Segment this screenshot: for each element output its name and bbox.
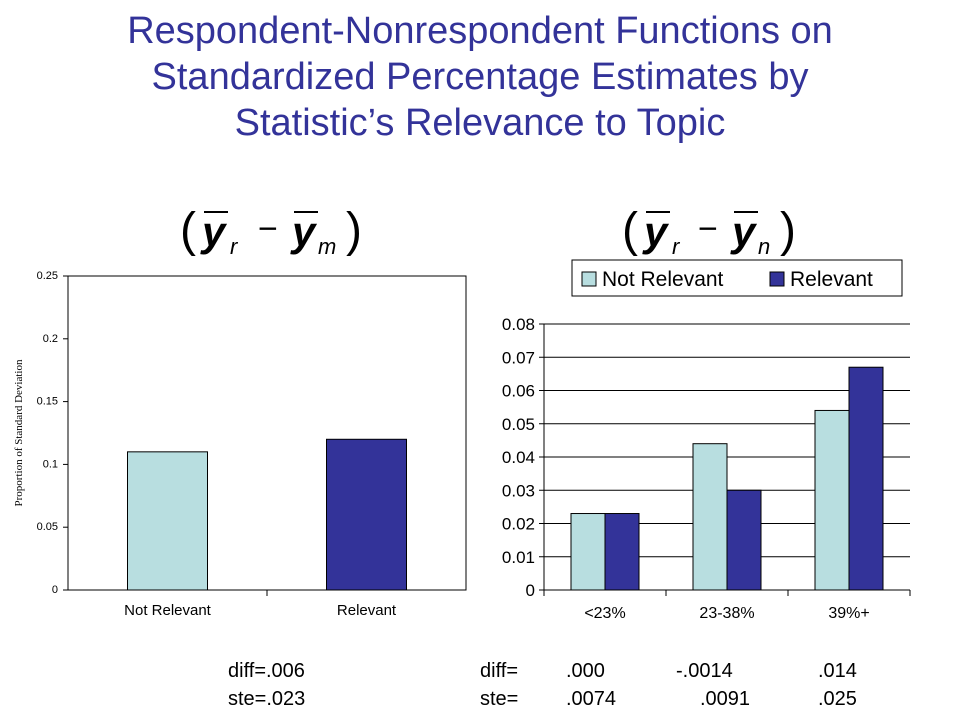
y-tick-label: 0.01 bbox=[502, 548, 535, 567]
bar bbox=[814, 409, 850, 591]
y-tick-label: 0.02 bbox=[502, 515, 535, 534]
formula-sub-2: n bbox=[758, 234, 770, 259]
y-tick-label: 0.06 bbox=[502, 382, 535, 401]
x-tick-label: Relevant bbox=[337, 602, 397, 619]
formula-open-paren: ( bbox=[622, 204, 638, 257]
bar bbox=[848, 366, 884, 591]
y-tick-label: 0.08 bbox=[502, 315, 535, 334]
y-tick-label: 0.05 bbox=[502, 415, 535, 434]
chart-left: 0 0.05 0.1 0.15 0.2 0.25 Not Relevant Relevant P… bbox=[13, 270, 467, 619]
bar bbox=[127, 451, 208, 591]
formula-right: ( y r − y n ) bbox=[622, 204, 796, 259]
legend-label: Not Relevant bbox=[602, 268, 724, 291]
bar bbox=[570, 513, 606, 591]
formula-sub-2: m bbox=[318, 234, 336, 259]
y-tick-label: 0.25 bbox=[37, 270, 58, 282]
formula-minus: − bbox=[698, 210, 718, 248]
y-tick-label: 0 bbox=[526, 581, 535, 600]
legend-swatch bbox=[581, 271, 597, 287]
title-line-1: Respondent-Nonrespondent Functions on bbox=[127, 10, 833, 52]
x-tick-label: 39%+ bbox=[828, 605, 869, 622]
formula-left: ( y r − y m ) bbox=[180, 204, 362, 259]
title-line-2: Standardized Percentage Estimates by bbox=[151, 56, 809, 98]
stats-right-ste-value: .025 bbox=[818, 688, 857, 710]
bar bbox=[604, 513, 640, 591]
x-tick-label: Not Relevant bbox=[124, 602, 212, 619]
y-tick-label: 0 bbox=[52, 584, 58, 596]
formula-sub-1: r bbox=[672, 234, 681, 259]
stats-right-ste-value: .0091 bbox=[700, 688, 751, 710]
formula-sub-1: r bbox=[230, 234, 239, 259]
legend-swatch bbox=[769, 271, 785, 287]
stats-right-diff-label: diff= bbox=[480, 660, 518, 682]
stats-right-ste-label: ste= bbox=[480, 688, 519, 710]
formula-y-1: y bbox=[200, 208, 228, 255]
y-axis-label: Proportion of Standard Deviation bbox=[13, 359, 25, 506]
y-tick-label: 0.2 bbox=[43, 333, 58, 345]
stats-right-diff-value: .000 bbox=[566, 660, 605, 682]
x-tick-label: 23-38% bbox=[699, 605, 754, 622]
chart-right: Not Relevant Relevant 0 0.01 0.02 0.03 0.04 0.0… bbox=[502, 259, 911, 622]
stats-right-diff-value: -.0014 bbox=[676, 660, 733, 682]
x-tick-label: <23% bbox=[584, 605, 625, 622]
stats-right-ste-value: .0074 bbox=[566, 688, 617, 710]
bar bbox=[726, 489, 762, 591]
stats-left-diff: diff=.006 bbox=[228, 660, 305, 682]
formula-close-paren: ) bbox=[780, 204, 796, 257]
y-tick-label: 0.05 bbox=[37, 521, 58, 533]
formula-y-2: y bbox=[730, 208, 758, 255]
legend: Not Relevant Relevant bbox=[571, 259, 903, 297]
bar bbox=[692, 443, 728, 591]
legend-label: Relevant bbox=[790, 268, 873, 291]
slide-title: Respondent-Nonrespondent Functions on St… bbox=[0, 8, 960, 146]
y-tick-label: 0.04 bbox=[502, 448, 535, 467]
stats-right-diff-value: .014 bbox=[818, 660, 857, 682]
legend-box bbox=[571, 259, 903, 297]
title-line-3: Statistic’s Relevance to Topic bbox=[234, 102, 726, 144]
formula-minus: − bbox=[258, 210, 278, 248]
y-tick-label: 0.07 bbox=[502, 348, 535, 367]
formula-close-paren: ) bbox=[346, 204, 362, 257]
formula-y-1: y bbox=[642, 208, 670, 255]
bar bbox=[326, 438, 407, 591]
formula-y-2: y bbox=[290, 208, 318, 255]
y-tick-label: 0.03 bbox=[502, 481, 535, 500]
formula-open-paren: ( bbox=[180, 204, 196, 257]
stats-left-ste: ste=.023 bbox=[228, 688, 306, 710]
y-tick-label: 0.1 bbox=[43, 458, 58, 470]
y-tick-label: 0.15 bbox=[37, 396, 58, 408]
